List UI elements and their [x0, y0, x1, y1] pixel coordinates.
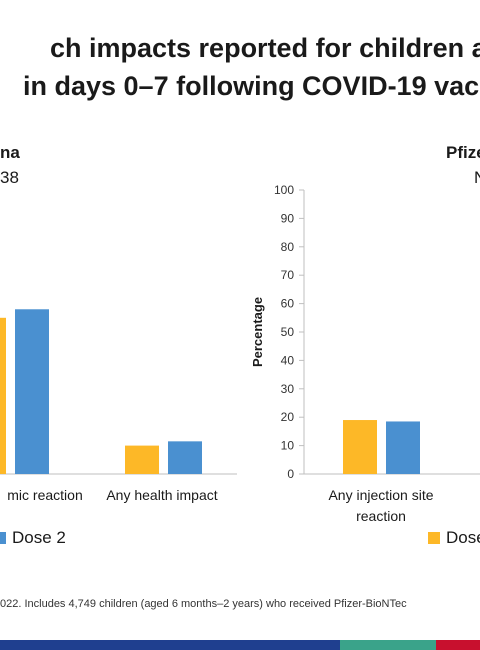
right-y-tick-label-10: 10	[281, 439, 295, 453]
slide-title-line-2: in days 0–7 following COVID-19 vac	[23, 71, 480, 101]
right-y-tick-label-100: 100	[274, 183, 294, 197]
legend-swatch-dose	[428, 532, 440, 544]
right-y-axis-label: Percentage	[250, 297, 265, 367]
left-category-label-0: mic reaction	[7, 487, 82, 503]
legend-label-dose-2: Dose 2	[12, 528, 66, 547]
left-bar-dose1-0	[0, 317, 6, 474]
legend-item-dose-2: Dose 2	[0, 528, 66, 548]
right-panel-title: Pfize	[446, 143, 480, 162]
footer-bar-blue	[0, 640, 340, 650]
right-panel-subtitle: N	[474, 168, 480, 188]
right-category-label-line-1: Any injection site	[328, 487, 433, 503]
right-bar-dose2-0	[386, 421, 420, 474]
right-bar-chart: 0 10 20 30 40 50 60 70 80 90 100 Percentage Any inje…	[250, 183, 480, 524]
right-y-tick-label-60: 60	[281, 297, 295, 311]
slide-title-line-1: ch impacts reported for children ag	[50, 33, 480, 63]
right-y-tick-label-70: 70	[281, 268, 295, 282]
right-bar-dose1-0	[343, 420, 377, 474]
legend-item-dose: Dose	[428, 528, 480, 548]
left-bar-dose1-1	[125, 445, 159, 474]
left-bar-dose2-0	[15, 309, 49, 474]
legend-label-dose: Dose	[446, 528, 480, 547]
bar-charts: mic reaction Any health impact 0 10 20 30 40 5…	[0, 183, 480, 524]
left-bar-dose2-1	[168, 441, 202, 474]
footer-bar-green	[340, 640, 436, 650]
legend-swatch-dose-2	[0, 532, 6, 544]
left-category-label-1: Any health impact	[106, 487, 217, 503]
right-y-tick-label-50: 50	[281, 325, 295, 339]
right-y-tick-label-30: 30	[281, 382, 295, 396]
left-bar-chart: mic reaction Any health impact	[0, 309, 237, 503]
right-category-label-line-2: reaction	[356, 508, 406, 524]
right-y-tick-label-40: 40	[281, 353, 295, 367]
footer-bar-red	[436, 640, 480, 650]
right-y-tick-label-0: 0	[287, 467, 294, 481]
left-panel-title: na	[0, 143, 20, 162]
right-y-tick-label-80: 80	[281, 240, 295, 254]
left-panel-subtitle: 38	[0, 168, 19, 187]
right-y-tick-label-20: 20	[281, 410, 295, 424]
right-y-tick-label-90: 90	[281, 211, 295, 225]
footnote: 022. Includes 4,749 children (aged 6 mon…	[0, 598, 407, 610]
